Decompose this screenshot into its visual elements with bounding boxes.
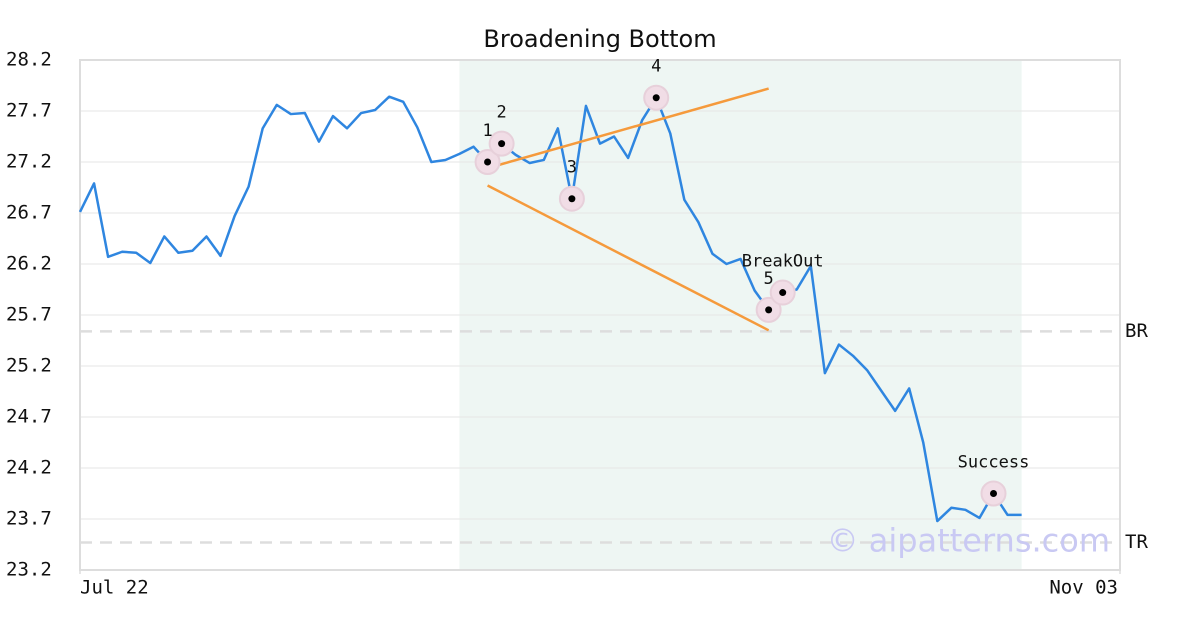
point-label: 3 xyxy=(567,158,577,178)
point-label: Success xyxy=(958,453,1030,473)
point-dot xyxy=(652,94,660,102)
price-line xyxy=(78,95,1022,523)
point-dot xyxy=(498,140,506,148)
y-tick-label: 25.7 xyxy=(6,304,52,326)
y-tick-label: 27.7 xyxy=(6,100,52,122)
level-label: TR xyxy=(1125,531,1148,553)
trend-line xyxy=(486,184,770,332)
y-tick-label: 25.2 xyxy=(6,355,52,377)
point-dot xyxy=(765,306,773,314)
point-dot xyxy=(779,289,787,297)
chart-title: Broadening Bottom xyxy=(483,25,716,53)
plot-frame xyxy=(79,59,1121,571)
point-label: 2 xyxy=(496,103,506,123)
y-tick-label: 26.7 xyxy=(6,202,52,224)
trend-line xyxy=(487,87,769,170)
point-label: BreakOut xyxy=(742,252,824,272)
point-dot xyxy=(568,195,576,203)
level-label: BR xyxy=(1125,320,1148,342)
y-tick-label: 24.2 xyxy=(6,457,52,479)
y-tick-label: 28.2 xyxy=(6,49,52,71)
x-tick-label: Jul 22 xyxy=(80,577,149,599)
point-dot xyxy=(484,158,492,166)
x-tick-label: Nov 03 xyxy=(1049,577,1118,599)
point-label: 4 xyxy=(651,57,661,77)
point-dot xyxy=(990,490,998,497)
y-tick-label: 23.2 xyxy=(6,559,52,581)
watermark: © aipatterns.com xyxy=(827,521,1110,559)
y-tick-label: 26.2 xyxy=(6,253,52,275)
y-tick-label: 23.7 xyxy=(6,508,52,530)
y-tick-label: 27.2 xyxy=(6,151,52,173)
point-label: 1 xyxy=(482,121,492,141)
point-label: 5 xyxy=(764,269,774,289)
y-tick-label: 24.7 xyxy=(6,406,52,428)
